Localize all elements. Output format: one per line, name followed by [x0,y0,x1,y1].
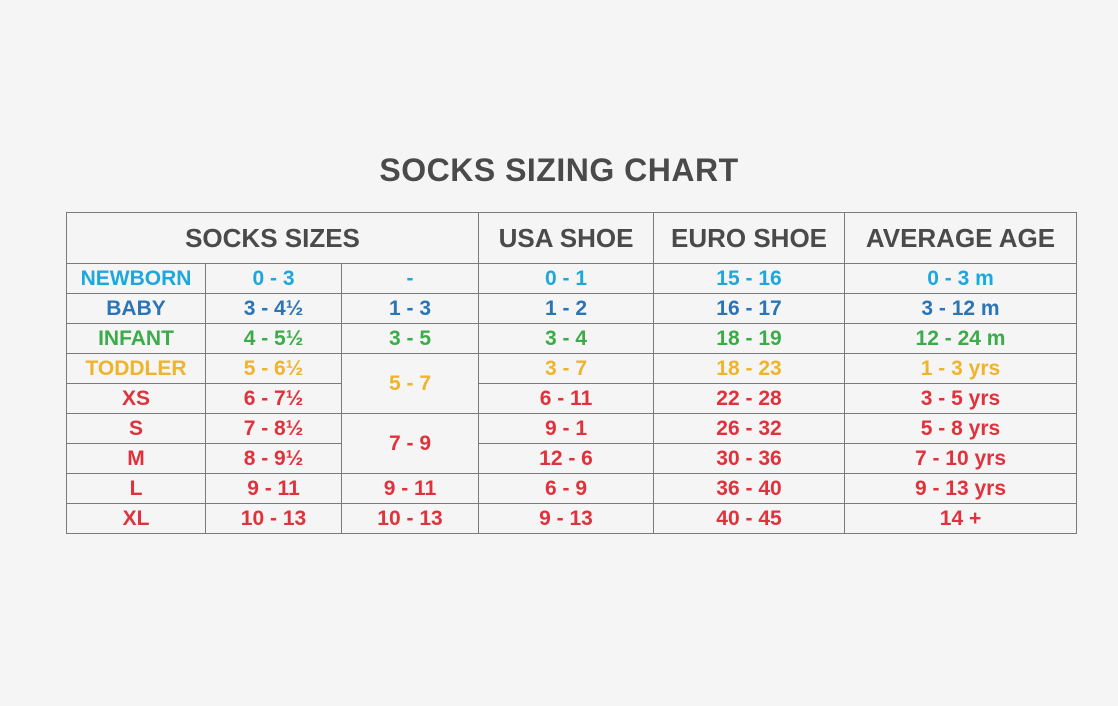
table-row-m: M 8 - 9½ 12 - 6 30 - 36 7 - 10 yrs [66,443,1077,474]
average-age: 0 - 3 m [844,263,1077,294]
sock-size: 4 - 5½ [205,323,342,354]
euro-shoe: 36 - 40 [653,473,845,504]
table-row-xs: XS 6 - 7½ 6 - 11 22 - 28 3 - 5 yrs [66,383,1077,414]
sock-size-alt: 1 - 3 [341,293,479,324]
sock-size-alt: 9 - 11 [341,473,479,504]
table-row-s: S 7 - 8½ 7 - 9 9 - 1 26 - 32 5 - 8 yrs [66,413,1077,474]
table-row-l: L 9 - 11 9 - 11 6 - 9 36 - 40 9 - 13 yrs [66,473,1077,504]
row-label: BABY [66,293,206,324]
usa-shoe: 0 - 1 [478,263,654,294]
sizing-table: SOCKS SIZES USA SHOE EURO SHOE AVERAGE A… [66,212,1077,534]
row-label: XS [66,383,206,414]
average-age: 9 - 13 yrs [844,473,1077,504]
row-label: NEWBORN [66,263,206,294]
table-row-infant: INFANT 4 - 5½ 3 - 5 3 - 4 18 - 19 12 - 2… [66,323,1077,354]
table-row-newborn: NEWBORN 0 - 3 - 0 - 1 15 - 16 0 - 3 m [66,263,1077,294]
row-label: INFANT [66,323,206,354]
usa-shoe: 6 - 9 [478,473,654,504]
euro-shoe: 22 - 28 [653,383,845,414]
usa-shoe: 6 - 11 [478,383,654,414]
euro-shoe: 18 - 23 [653,353,845,384]
euro-shoe: 18 - 19 [653,323,845,354]
row-label: M [66,443,206,474]
sock-size: 0 - 3 [205,263,342,294]
sock-size-alt: 3 - 5 [341,323,479,354]
sock-size: 6 - 7½ [205,383,342,414]
usa-shoe: 1 - 2 [478,293,654,324]
sock-size: 10 - 13 [205,503,342,534]
sock-size: 3 - 4½ [205,293,342,324]
row-label: XL [66,503,206,534]
euro-shoe: 26 - 32 [653,413,845,444]
header-euro-shoe: EURO SHOE [653,212,845,264]
chart-title: SOCKS SIZING CHART [379,152,739,188]
header-row: SOCKS SIZES USA SHOE EURO SHOE AVERAGE A… [66,212,1077,264]
average-age: 5 - 8 yrs [844,413,1077,444]
usa-shoe: 9 - 13 [478,503,654,534]
header-usa-shoe: USA SHOE [478,212,654,264]
average-age: 12 - 24 m [844,323,1077,354]
sock-size-alt: 10 - 13 [341,503,479,534]
header-socks-sizes: SOCKS SIZES [66,212,479,264]
usa-shoe: 9 - 1 [478,413,654,444]
average-age: 3 - 5 yrs [844,383,1077,414]
row-label: TODDLER [66,353,206,384]
average-age: 1 - 3 yrs [844,353,1077,384]
sock-size-alt: 5 - 7 [341,353,479,414]
average-age: 3 - 12 m [844,293,1077,324]
sock-size: 8 - 9½ [205,443,342,474]
euro-shoe: 16 - 17 [653,293,845,324]
sock-size: 5 - 6½ [205,353,342,384]
usa-shoe: 12 - 6 [478,443,654,474]
row-label: S [66,413,206,444]
usa-shoe: 3 - 7 [478,353,654,384]
average-age: 7 - 10 yrs [844,443,1077,474]
row-label: L [66,473,206,504]
table-row-toddler: TODDLER 5 - 6½ 5 - 7 3 - 7 18 - 23 1 - 3… [66,353,1077,414]
average-age: 14 + [844,503,1077,534]
sock-size: 7 - 8½ [205,413,342,444]
table-row-baby: BABY 3 - 4½ 1 - 3 1 - 2 16 - 17 3 - 12 m [66,293,1077,324]
euro-shoe: 30 - 36 [653,443,845,474]
sock-size-alt: 7 - 9 [341,413,479,474]
header-average-age: AVERAGE AGE [844,212,1077,264]
table-row-xl: XL 10 - 13 10 - 13 9 - 13 40 - 45 14 + [66,503,1077,534]
usa-shoe: 3 - 4 [478,323,654,354]
euro-shoe: 15 - 16 [653,263,845,294]
sock-size: 9 - 11 [205,473,342,504]
sock-size-alt: - [341,263,479,294]
euro-shoe: 40 - 45 [653,503,845,534]
